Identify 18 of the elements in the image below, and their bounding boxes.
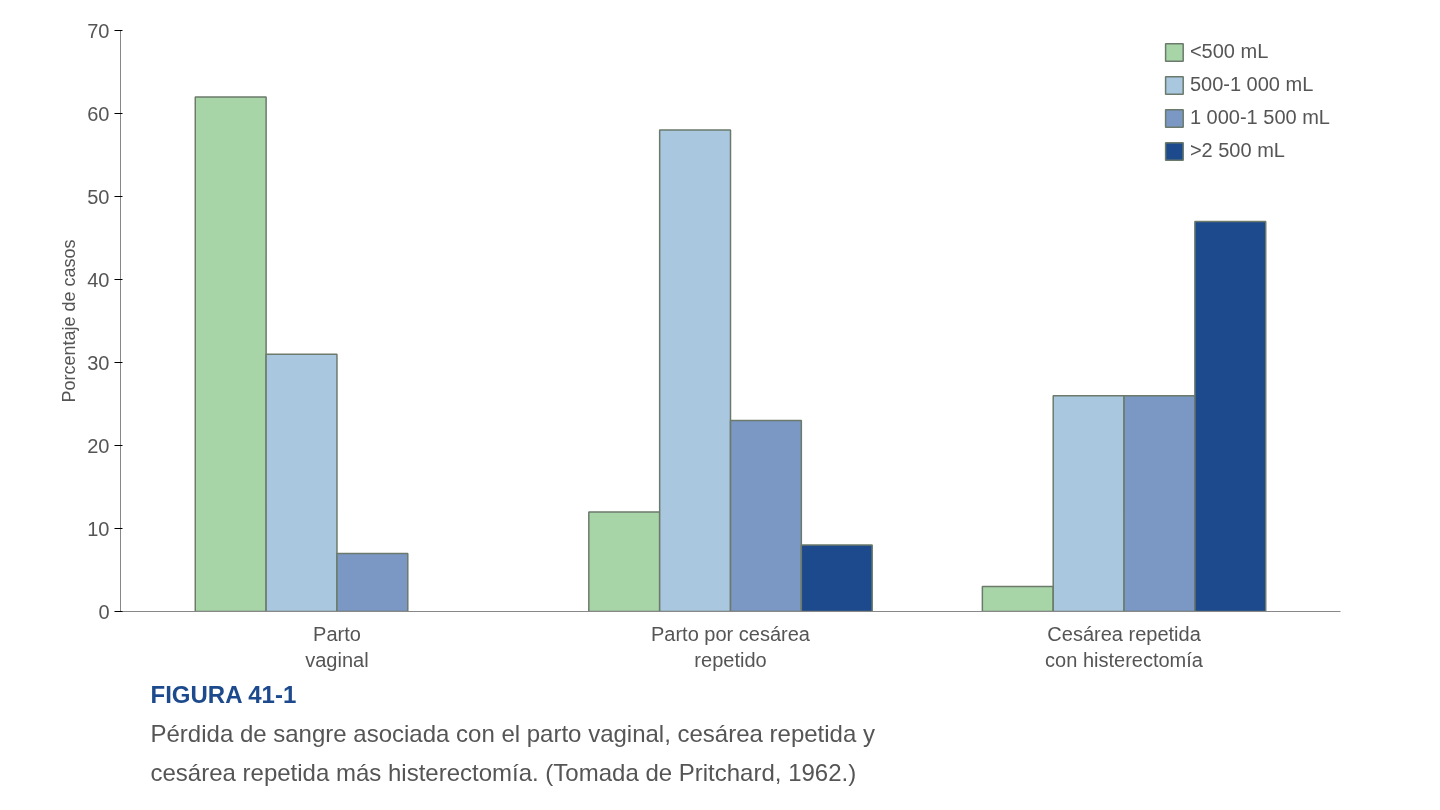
y-tick-label: 30 bbox=[87, 351, 110, 374]
x-tick-label: Parto vaginal bbox=[305, 622, 369, 671]
y-tick-label: 50 bbox=[87, 185, 110, 208]
legend-label: >2 500 mL bbox=[1189, 139, 1285, 162]
y-tick-label: 0 bbox=[98, 600, 110, 623]
x-tick-label: Cesárea repetida con histerectomía bbox=[1045, 622, 1204, 671]
text: Pérdida de sangre asociada con el parto vaginal, cesárea repetida y cesárea repetida más histerectomía. (Tomada de Pritchard, 1962.) bbox=[150, 719, 875, 786]
text: FIGURA 41-1 bbox=[150, 680, 297, 708]
y-tick-label: 20 bbox=[87, 434, 110, 457]
legend-label: 1 000-1 500 mL bbox=[1189, 106, 1330, 129]
x-tick-label: Parto por cesárea repetido bbox=[651, 622, 811, 671]
y-axis-title: Porcentaje de casos bbox=[59, 239, 80, 403]
y-tick-label: 70 bbox=[87, 19, 110, 42]
y-tick-label: 60 bbox=[87, 102, 110, 125]
legend-label: 500-1 000 mL bbox=[1189, 73, 1314, 96]
y-tick-label: 40 bbox=[87, 268, 110, 291]
y-tick-label: 10 bbox=[87, 517, 110, 540]
legend-label: <500 mL bbox=[1189, 40, 1269, 63]
